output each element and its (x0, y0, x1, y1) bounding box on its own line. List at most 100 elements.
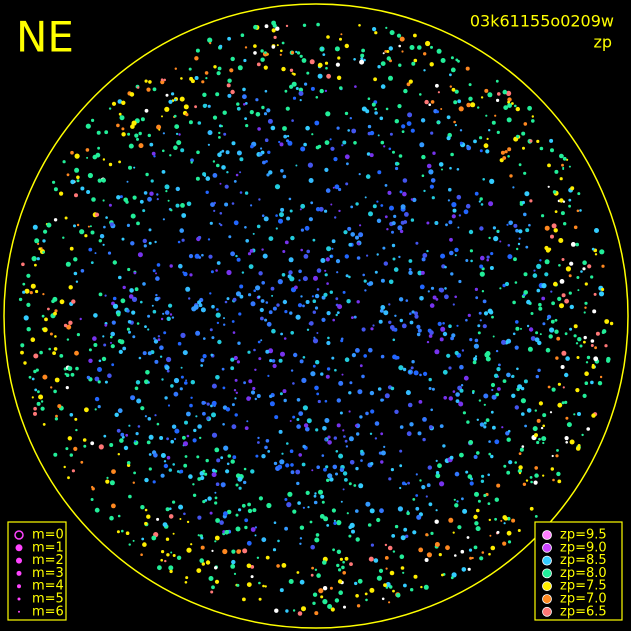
star (33, 353, 39, 359)
star (144, 521, 148, 526)
star (432, 295, 437, 300)
star (479, 319, 482, 322)
star (494, 114, 497, 117)
star (377, 387, 382, 391)
star (163, 463, 169, 469)
star (68, 320, 73, 325)
star (140, 117, 145, 122)
star (359, 59, 365, 65)
star (326, 524, 330, 527)
star (423, 189, 426, 193)
star (344, 478, 348, 482)
star (327, 473, 333, 479)
star (292, 509, 297, 514)
star (264, 138, 269, 142)
star (52, 296, 58, 302)
star (483, 311, 489, 316)
star (403, 583, 407, 588)
star (73, 446, 78, 451)
star (488, 440, 491, 443)
star (319, 88, 324, 94)
star (514, 461, 517, 464)
star (272, 363, 277, 369)
star (556, 336, 561, 341)
star (223, 445, 229, 451)
star (151, 304, 154, 307)
star (550, 290, 553, 293)
star (541, 296, 546, 301)
star (502, 283, 506, 288)
star (207, 238, 211, 241)
star (310, 573, 314, 577)
star (102, 199, 105, 202)
star (133, 271, 137, 275)
star (325, 374, 330, 379)
star (403, 88, 408, 94)
star (427, 465, 432, 470)
star (411, 310, 415, 314)
star (426, 340, 430, 344)
star (446, 136, 451, 141)
star (380, 460, 384, 464)
star (458, 401, 464, 407)
star (314, 537, 320, 543)
star (474, 338, 479, 343)
star (161, 378, 164, 381)
star (494, 517, 497, 521)
star (137, 252, 143, 258)
star (52, 351, 56, 355)
star (426, 552, 432, 558)
star (534, 515, 538, 518)
star (88, 358, 93, 363)
star (495, 392, 500, 397)
star (410, 198, 414, 201)
star (539, 146, 544, 151)
star (524, 424, 527, 428)
star (529, 476, 533, 479)
star (463, 375, 469, 381)
star (104, 323, 108, 327)
star (197, 534, 200, 537)
star (80, 460, 84, 464)
star (102, 335, 105, 338)
magnitude-label: m=4 (32, 579, 64, 594)
star (541, 283, 547, 289)
star (322, 560, 327, 565)
star (112, 260, 118, 265)
star (486, 137, 489, 140)
star (369, 153, 374, 158)
star (214, 566, 218, 570)
star (326, 282, 329, 285)
star (351, 128, 357, 134)
star (145, 370, 150, 375)
zp-marker (542, 568, 552, 579)
star (341, 373, 344, 376)
star (295, 87, 299, 90)
star (211, 304, 215, 309)
star (529, 199, 533, 203)
star (275, 26, 280, 31)
star (67, 476, 70, 480)
star (573, 413, 576, 416)
star (42, 423, 46, 426)
star (76, 179, 80, 183)
star (506, 372, 511, 378)
star (260, 57, 265, 62)
star (459, 364, 464, 370)
star (232, 331, 236, 334)
star (148, 80, 152, 84)
star (142, 209, 146, 213)
star (288, 257, 294, 263)
star (399, 318, 403, 323)
star (134, 287, 139, 292)
star (153, 337, 156, 340)
star (94, 396, 100, 402)
star (562, 386, 565, 389)
star (90, 261, 94, 264)
star (559, 177, 563, 181)
star (195, 176, 200, 181)
star (489, 266, 494, 270)
star (461, 497, 464, 501)
star (492, 335, 495, 338)
star (231, 403, 235, 407)
